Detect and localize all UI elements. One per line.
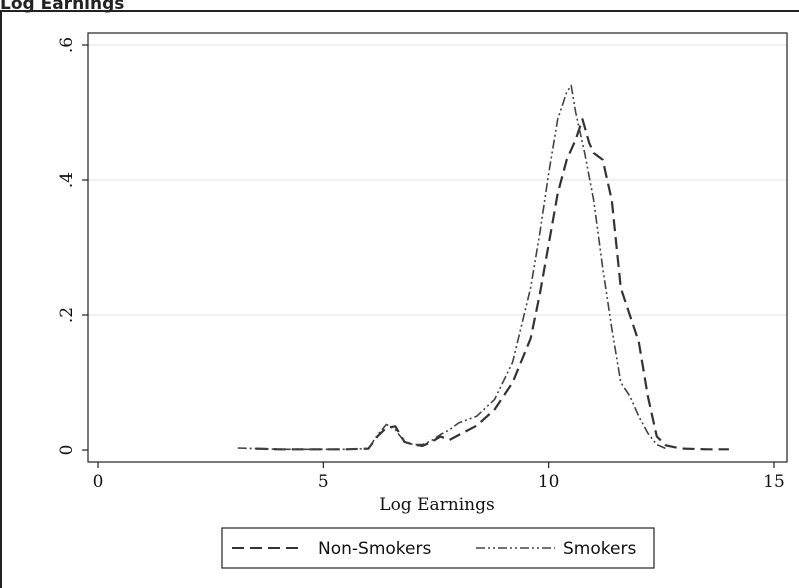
grid-lines: [88, 44, 787, 316]
y-tick-label: 0: [57, 445, 77, 456]
x-axis: 0 5 10 15: [93, 462, 785, 492]
series-group: [237, 84, 729, 451]
y-tick-label: .2: [57, 307, 77, 323]
plot-border: [87, 32, 788, 463]
series-line-non-smokers: [255, 118, 729, 451]
x-tick-label: 15: [763, 472, 785, 492]
y-tick-label: .4: [57, 172, 77, 188]
x-axis-title: Log Earnings: [379, 495, 494, 515]
y-tick-label: .6: [57, 37, 77, 53]
x-tick-label: 10: [538, 472, 560, 492]
legend: Non-Smokers Smokers: [221, 527, 655, 569]
legend-label-non-smokers: Non-Smokers: [318, 539, 431, 559]
y-axis: 0 .2 .4 .6: [57, 37, 88, 456]
x-tick-label: 0: [93, 472, 104, 492]
x-tick-label: 5: [318, 472, 329, 492]
series-line-smokers: [237, 84, 667, 451]
figure-frame: [0, 10, 799, 588]
legend-label-smokers: Smokers: [563, 539, 636, 559]
